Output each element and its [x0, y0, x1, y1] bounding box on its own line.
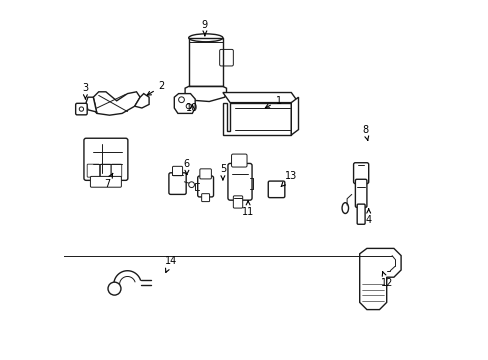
FancyBboxPatch shape [197, 176, 213, 197]
Polygon shape [291, 97, 298, 135]
Text: 10: 10 [186, 103, 198, 113]
FancyBboxPatch shape [201, 194, 209, 202]
FancyBboxPatch shape [87, 164, 99, 177]
Polygon shape [93, 92, 140, 115]
Polygon shape [174, 94, 195, 113]
FancyBboxPatch shape [356, 204, 365, 224]
Ellipse shape [188, 34, 223, 42]
FancyBboxPatch shape [76, 103, 87, 115]
Text: 1: 1 [265, 96, 281, 108]
Text: 2: 2 [147, 81, 164, 95]
Text: 14: 14 [164, 256, 177, 273]
FancyBboxPatch shape [231, 154, 246, 167]
Polygon shape [223, 93, 298, 103]
Polygon shape [359, 248, 400, 310]
Text: 4: 4 [365, 209, 371, 225]
Circle shape [178, 97, 184, 103]
Text: 8: 8 [361, 125, 368, 140]
Circle shape [186, 104, 191, 109]
FancyBboxPatch shape [353, 163, 368, 184]
FancyBboxPatch shape [84, 138, 127, 180]
FancyBboxPatch shape [355, 179, 366, 207]
Text: 6: 6 [183, 159, 189, 175]
Polygon shape [185, 86, 226, 102]
FancyBboxPatch shape [268, 181, 284, 198]
FancyBboxPatch shape [101, 164, 111, 177]
Text: 9: 9 [202, 20, 207, 36]
FancyBboxPatch shape [227, 163, 251, 200]
Ellipse shape [342, 203, 348, 213]
FancyBboxPatch shape [168, 173, 186, 194]
Text: 7: 7 [103, 173, 113, 189]
FancyBboxPatch shape [200, 169, 211, 179]
FancyBboxPatch shape [111, 164, 122, 177]
FancyBboxPatch shape [233, 196, 242, 208]
Text: 11: 11 [242, 201, 254, 217]
FancyBboxPatch shape [172, 166, 182, 176]
Text: 5: 5 [219, 164, 225, 180]
Circle shape [108, 282, 121, 295]
Text: 3: 3 [82, 83, 88, 99]
Text: 13: 13 [281, 171, 297, 186]
Polygon shape [134, 94, 149, 108]
FancyBboxPatch shape [90, 176, 121, 187]
Circle shape [188, 182, 194, 188]
Polygon shape [223, 103, 291, 135]
Polygon shape [86, 97, 97, 113]
Circle shape [79, 107, 83, 111]
FancyBboxPatch shape [219, 49, 233, 66]
Text: 12: 12 [380, 272, 392, 288]
